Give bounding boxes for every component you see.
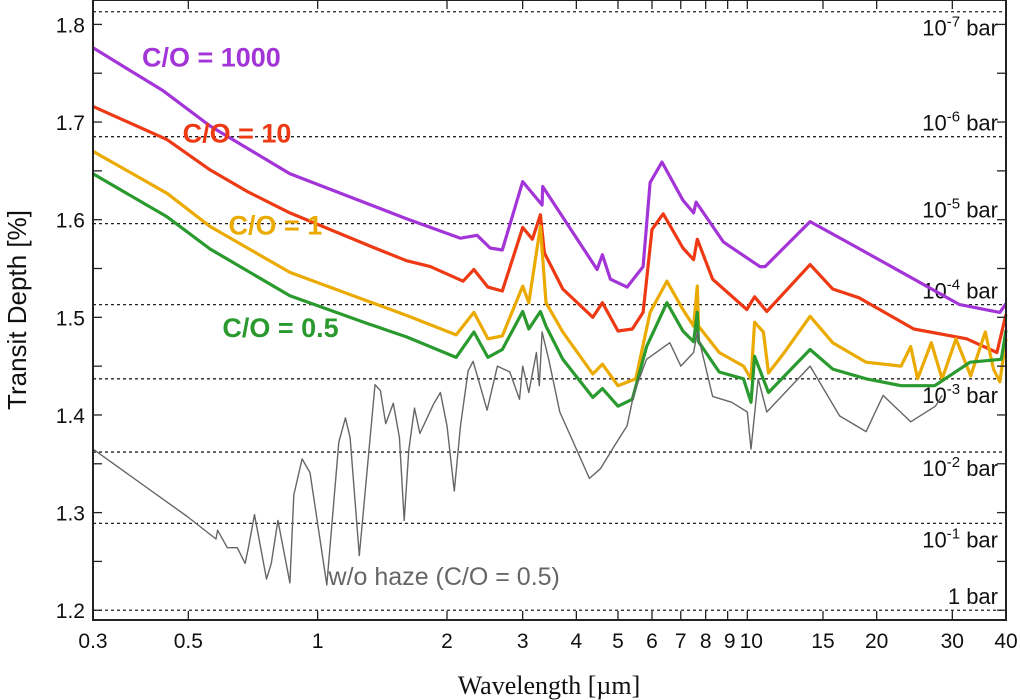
x-tick-label: 7	[675, 630, 687, 653]
series-annotation: C/O = 0.5	[222, 313, 338, 343]
series-annotation: C/O = 1000	[142, 42, 281, 72]
series-line-c-o-1000	[92, 46, 1008, 314]
y-tick-label: 1.2	[56, 600, 85, 623]
pressure-level-label: 10-5 bar	[922, 196, 998, 223]
y-tick-label: 1.5	[56, 307, 85, 330]
x-tick-label: 30	[941, 630, 964, 653]
x-tick-label: 9	[724, 630, 736, 653]
axes: 0.3 0.5 1 2 3 4 5 6 7 8 9 10 15 20 30 40 1.2 1.3 1.4 1.5 1.6…	[56, 0, 1018, 653]
pressure-level-lines: 10-7 bar 10-6 bar 10-5 bar 10-4 bar 10-3 bar…	[93, 11, 1006, 611]
series-line-w-o-haze-c-o-0-5-	[92, 331, 943, 586]
series-line-c-o-10	[92, 104, 1008, 355]
x-axis-title: Wavelength [µm]	[458, 671, 641, 700]
y-tick-label: 1.8	[56, 14, 85, 37]
y-axis-title: Transit Depth [%]	[2, 210, 32, 410]
y-tick-label: 1.7	[56, 112, 85, 135]
spectra-series	[92, 46, 1008, 586]
y-tick-label: 1.6	[56, 210, 85, 233]
x-tick-label: 10	[740, 630, 763, 653]
series-line-c-o-1	[92, 149, 1008, 388]
x-tick-label: 8	[700, 630, 712, 653]
y-tick-label: 1.4	[56, 405, 86, 428]
x-tick-label: 5	[612, 630, 624, 653]
x-tick-label: 15	[811, 630, 834, 653]
series-annotation: C/O = 10	[183, 119, 292, 149]
x-tick-label: 20	[865, 630, 888, 653]
series-annotation: w/o haze (C/O = 0.5)	[328, 563, 560, 591]
x-tick-label: 3	[517, 630, 529, 653]
series-annotation: C/O = 1	[228, 210, 322, 240]
series-line-c-o-0-5	[92, 172, 1008, 408]
x-tick-label: 6	[646, 630, 658, 653]
plot-frame	[92, 0, 1007, 621]
pressure-level-label: 10-4 bar	[922, 277, 998, 304]
x-tick-label: 2	[441, 630, 453, 653]
x-tick-label: 1	[312, 630, 324, 653]
x-tick-label: 40	[994, 630, 1017, 653]
x-tick-label: 0.3	[78, 630, 107, 653]
pressure-level-label: 10-7 bar	[922, 14, 998, 41]
y-tick-label: 1.3	[56, 503, 85, 526]
x-tick-label: 4	[570, 630, 582, 653]
pressure-level-label: 10-3 bar	[922, 381, 998, 408]
pressure-level-label: 10-6 bar	[922, 109, 998, 136]
pressure-level-label: 1 bar	[948, 584, 998, 609]
x-tick-label: 0.5	[174, 630, 203, 653]
annotations: C/O = 1000 C/O = 10 C/O = 1 C/O = 0.5 w/o ha…	[142, 42, 560, 590]
pressure-level-label: 10-1 bar	[922, 525, 998, 552]
pressure-level-label: 10-2 bar	[922, 454, 998, 481]
